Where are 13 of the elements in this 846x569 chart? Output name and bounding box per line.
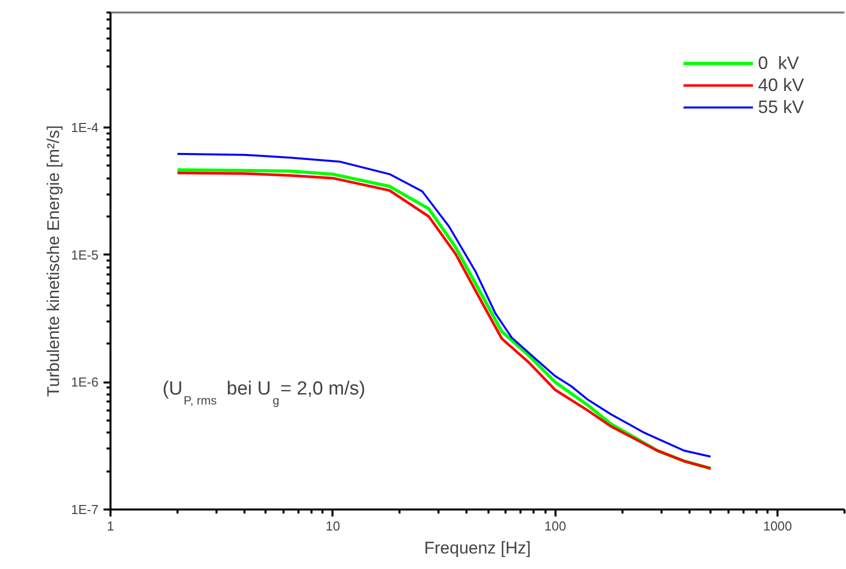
x-tick-label: 100 bbox=[544, 518, 566, 534]
legend-label: 55 kV bbox=[758, 96, 804, 118]
legend-label: 0 kV bbox=[758, 52, 799, 74]
y-tick-label: 1E-4 bbox=[71, 120, 99, 135]
y-tick-label: 1E-5 bbox=[71, 247, 99, 262]
x-tick-label: 1000 bbox=[763, 518, 792, 534]
y-tick-label: 1E-6 bbox=[71, 374, 99, 390]
legend-label: 40 kV bbox=[758, 74, 804, 96]
x-tick-label: 1 bbox=[106, 518, 114, 534]
y-tick-label: 1E-7 bbox=[71, 502, 99, 517]
x-axis-title: Frequenz [Hz] bbox=[424, 538, 531, 558]
x-tick-label: 10 bbox=[326, 518, 340, 534]
y-axis-title: Turbulente kinetische Energie [m²/s] bbox=[44, 125, 64, 397]
